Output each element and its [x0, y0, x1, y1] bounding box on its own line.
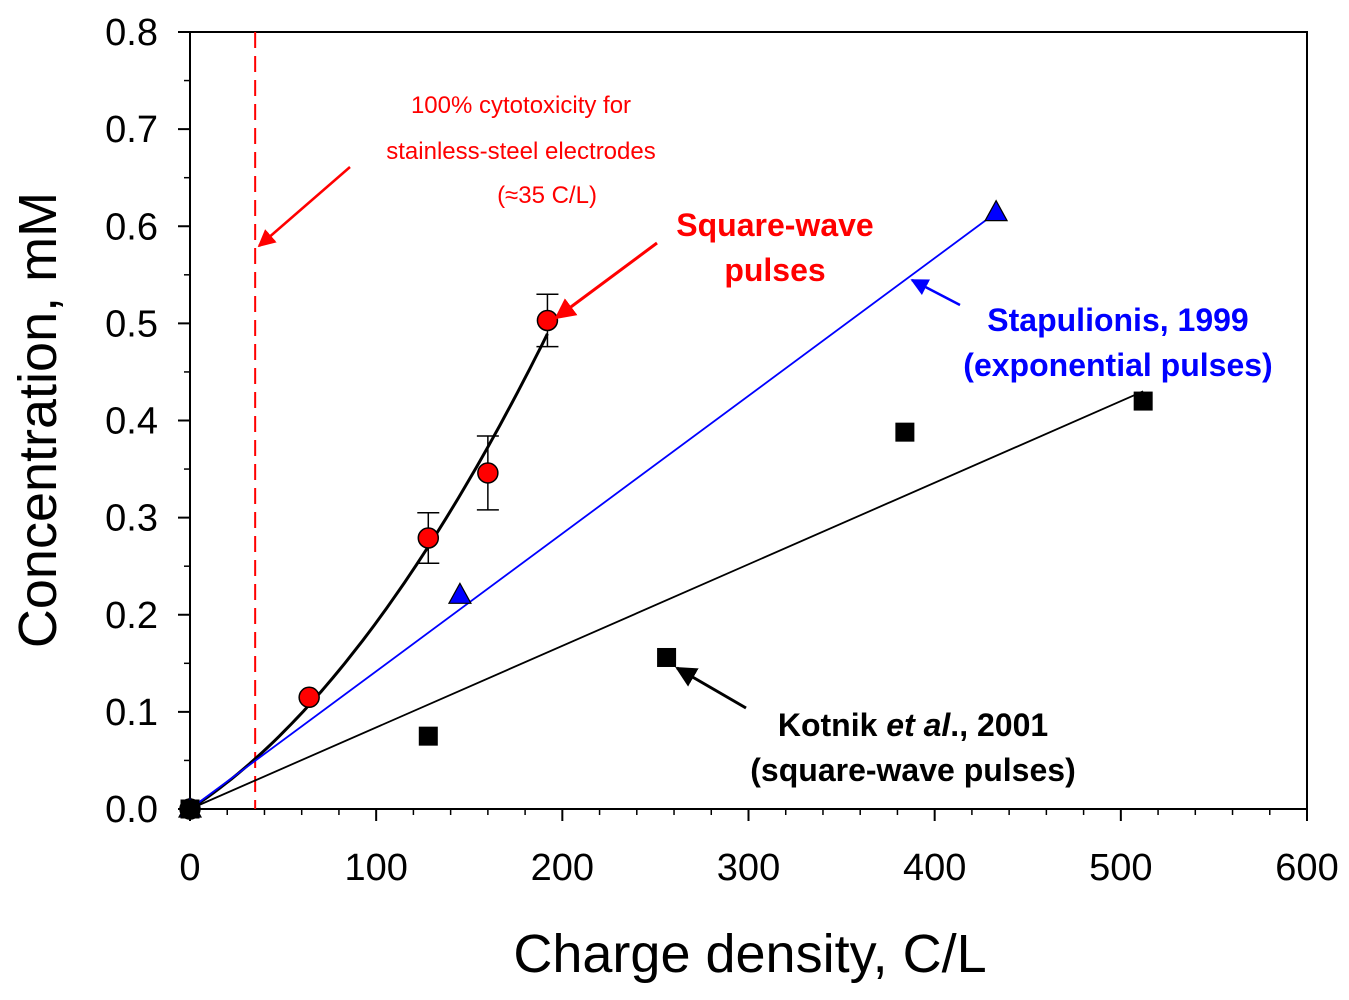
point-kotnik [180, 799, 200, 819]
point-kotnik [895, 422, 915, 442]
fit-line-stapulionis [189, 211, 997, 810]
fit-line-kotnik [189, 390, 1144, 810]
point-stapulionis [984, 199, 1009, 222]
x-axis-title: Charge density, C/L [513, 924, 986, 984]
annotation-stapulionis-line2: (exponential pulses) [963, 347, 1272, 383]
x-tick-label: 100 [344, 847, 407, 889]
x-tick-label: 400 [903, 847, 966, 889]
arrow-cytotoxicity [257, 166, 351, 248]
annotation-cytotoxicity-line3: (≈35 C/L) [497, 182, 597, 209]
x-tick-label: 300 [717, 847, 780, 889]
point-kotnik [418, 726, 438, 746]
annotation-kotnik-year: ., 2001 [950, 707, 1048, 743]
annotation-kotnik-author: Kotnik [778, 707, 886, 743]
x-tick-label: 600 [1275, 847, 1338, 889]
point-kotnik [657, 647, 677, 667]
annotation-kotnik-line1: Kotnik et al., 2001 [778, 707, 1048, 743]
y-tick-label: 0.3 [105, 498, 158, 540]
y-tick-label: 0.2 [105, 595, 158, 637]
error-bars-layer [417, 293, 559, 565]
point-square_wave [477, 462, 499, 484]
point-square_wave [298, 686, 320, 709]
y-tick-label: 0.6 [105, 206, 158, 248]
y-tick-label: 0.8 [105, 12, 158, 54]
annotation-cytotoxicity-line1: 100% cytotoxicity for [411, 92, 631, 119]
y-tick-label: 0.5 [105, 303, 158, 345]
annotation-stapulionis-line1: Stapulionis, 1999 [987, 302, 1248, 338]
point-square_wave [417, 527, 440, 549]
y-tick-label: 0.0 [105, 789, 158, 831]
arrow-stapulionis [910, 278, 961, 307]
x-tick-label: 500 [1089, 847, 1152, 889]
annotation-kotnik-etal: et al [886, 707, 951, 743]
fit-curve-square_wave [189, 333, 549, 811]
plot-frame [189, 31, 1308, 810]
axes: 0 100 200 300 400 500 600 0.0 0.1 0.2 0.3 0.4 0.5 0.6… [105, 12, 1339, 889]
markers-layer [177, 199, 1153, 820]
point-kotnik [1133, 391, 1153, 411]
y-tick-label: 0.1 [105, 692, 158, 734]
x-tick-label: 200 [531, 847, 594, 889]
point-square_wave [536, 309, 559, 332]
arrow-kotnik [675, 666, 747, 710]
y-tick-label: 0.4 [105, 401, 158, 443]
point-stapulionis [447, 582, 472, 604]
annotation-kotnik-line2: (square-wave pulses) [750, 752, 1075, 788]
y-tick-label: 0.7 [105, 109, 158, 151]
annotation-square-wave-line1: Square-wave [676, 207, 873, 243]
y-axis-title: Concentration, mM [8, 192, 68, 648]
annotation-square-wave-line2: pulses [724, 252, 825, 288]
x-tick-label: 0 [179, 847, 200, 889]
arrow-square-wave [554, 241, 658, 320]
annotation-cytotoxicity-line2: stainless-steel electrodes [386, 138, 655, 165]
